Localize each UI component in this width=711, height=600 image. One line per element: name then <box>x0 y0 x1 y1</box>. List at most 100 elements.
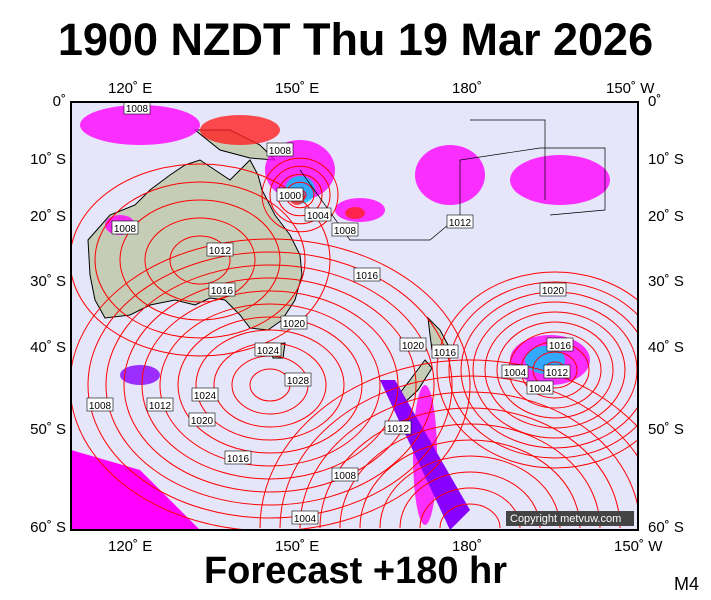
isobar-label: 1008 <box>331 222 359 237</box>
lon-label-top-180: 180˚ <box>452 80 483 97</box>
isobar-high <box>71 238 471 530</box>
isobar-label: 1028 <box>284 372 312 387</box>
isobar <box>144 217 256 303</box>
copyright-text: Copyright metvuw.com <box>510 513 621 525</box>
lat-label-right: 0˚ <box>648 93 662 110</box>
isobar-label: 1000 <box>276 187 304 202</box>
isobar <box>399 471 541 529</box>
isobar-high <box>177 316 363 454</box>
svg-text:1016: 1016 <box>211 286 234 297</box>
lat-label-right: 60˚ S <box>648 519 684 536</box>
svg-text:1020: 1020 <box>283 319 306 330</box>
isobar <box>419 487 521 529</box>
svg-text:1012: 1012 <box>387 424 410 435</box>
lon-label-bottom-120e: 120˚ E <box>108 538 153 555</box>
svg-text:1016: 1016 <box>356 271 379 282</box>
isobar-label: 1004 <box>501 364 529 379</box>
isobar <box>359 439 581 529</box>
isobar-low <box>261 157 339 233</box>
isobar-low <box>496 321 614 419</box>
isobar-label: 1008 <box>86 397 114 412</box>
lat-label-left: 10˚ S <box>30 151 66 168</box>
isobar-label: 1012 <box>206 242 234 257</box>
svg-text:1016: 1016 <box>227 454 250 465</box>
isobar <box>379 455 561 529</box>
isobar-label: 1004 <box>526 380 554 395</box>
svg-text:1024: 1024 <box>257 346 280 357</box>
isobar-label: 1016 <box>431 344 459 359</box>
isobar-high <box>159 303 381 467</box>
svg-text:1016: 1016 <box>549 341 572 352</box>
svg-text:1008: 1008 <box>334 471 357 482</box>
isobar-high <box>87 251 453 519</box>
svg-text:1012: 1012 <box>209 246 232 257</box>
isobar <box>169 235 231 285</box>
precipitation-area <box>80 105 200 145</box>
isobar-label: 1012 <box>446 214 474 229</box>
isobar-label: 1004 <box>291 510 319 525</box>
lon-label-bottom-150w: 150˚ W <box>614 538 663 555</box>
isobar-label: 1008 <box>266 142 294 157</box>
isobar-label: 1012 <box>146 397 174 412</box>
isobar-high <box>195 329 345 441</box>
isobar-low <box>269 165 331 225</box>
isobar-label: 1020 <box>280 315 308 330</box>
isobar-label: 1004 <box>304 207 332 222</box>
copyright-box <box>506 511 634 526</box>
model-code: M4 <box>673 574 699 594</box>
isobar-label: 1024 <box>254 342 282 357</box>
svg-text:1020: 1020 <box>402 341 425 352</box>
boundary-lines <box>299 119 606 241</box>
isobar <box>259 359 638 529</box>
lat-label-right: 30˚ S <box>648 273 684 290</box>
svg-text:1004: 1004 <box>294 514 317 525</box>
svg-text:1008: 1008 <box>334 226 357 237</box>
isobar-high <box>105 264 435 506</box>
isobar-label: 1016 <box>353 267 381 282</box>
isobar-label: 1016 <box>224 450 252 465</box>
precipitation-area <box>510 155 610 205</box>
isobar-high <box>141 290 399 480</box>
isobar-label: 1012 <box>384 420 412 435</box>
map-title: 1900 NZDT Thu 19 Mar 2026 <box>57 14 654 65</box>
precipitation-area <box>120 365 160 385</box>
svg-text:1016: 1016 <box>434 348 457 359</box>
svg-text:1012: 1012 <box>546 368 569 379</box>
isobar-label: 1020 <box>188 412 216 427</box>
svg-text:1012: 1012 <box>449 218 472 229</box>
svg-text:1000: 1000 <box>279 191 302 202</box>
svg-text:1008: 1008 <box>114 224 137 235</box>
svg-text:1008: 1008 <box>126 104 149 115</box>
isobar <box>119 199 281 321</box>
lon-label-top-120e: 120˚ E <box>108 80 153 97</box>
svg-text:1024: 1024 <box>194 391 217 402</box>
forecast-label: Forecast +180 hr <box>203 550 508 592</box>
isobar-low <box>484 311 626 429</box>
isobar-label: 1008 <box>331 467 359 482</box>
lat-label-right: 10˚ S <box>648 151 684 168</box>
isobar-label: 1016 <box>208 282 236 297</box>
isobar <box>279 375 638 529</box>
lon-label-top-150w: 150˚ W <box>606 80 655 97</box>
isobar <box>299 391 638 529</box>
lat-label-right: 40˚ S <box>648 339 684 356</box>
lon-label-bottom-180: 180˚ <box>452 538 483 555</box>
lon-label-top-150e: 150˚ E <box>275 80 320 97</box>
isobar-low <box>436 271 638 469</box>
isobar-label: 1020 <box>539 282 567 297</box>
lat-label-left: 50˚ S <box>30 421 66 438</box>
svg-text:1004: 1004 <box>529 384 552 395</box>
lat-label-left: 30˚ S <box>30 273 66 290</box>
svg-text:1004: 1004 <box>504 368 527 379</box>
lat-label-left: 60˚ S <box>30 519 66 536</box>
isobar-label: 1008 <box>123 102 151 115</box>
map-frame <box>70 101 639 531</box>
precipitation-area <box>200 115 280 145</box>
isobar <box>71 163 331 357</box>
lat-label-left: 40˚ S <box>30 339 66 356</box>
isobar <box>94 181 306 339</box>
svg-text:1008: 1008 <box>269 146 292 157</box>
isobar-high <box>123 277 417 493</box>
lat-label-left: 0˚ <box>52 93 66 110</box>
